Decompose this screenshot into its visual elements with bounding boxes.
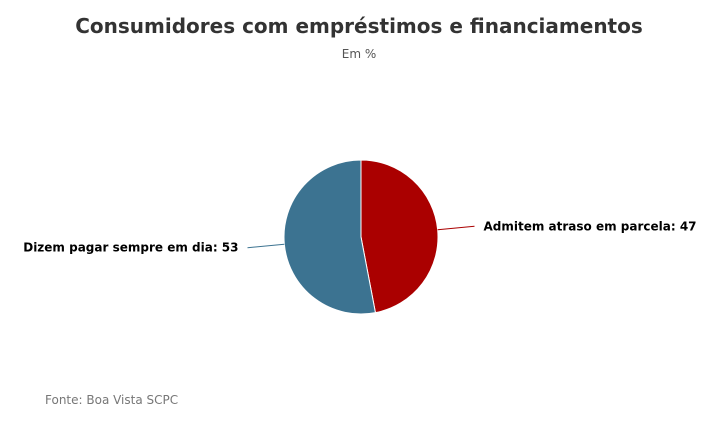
slice-label-1: Admitem atraso em parcela: 47 [483, 219, 696, 233]
leader-line-1 [437, 225, 475, 231]
leader-lines [247, 225, 475, 249]
chart-subtitle: Em % [341, 47, 377, 61]
slice-label-2: Dizem pagar sempre em dia: 53 [23, 241, 238, 255]
pie-slice-1 [360, 159, 439, 314]
leader-line-2 [247, 243, 285, 249]
chart-title: Consumidores com empréstimos e financiam… [75, 14, 643, 38]
pie-slices [283, 159, 439, 315]
slice-labels: Admitem atraso em parcela: 47 Dizem pagar… [23, 219, 696, 254]
source-note: Fonte: Boa Vista SCPC [45, 393, 179, 407]
